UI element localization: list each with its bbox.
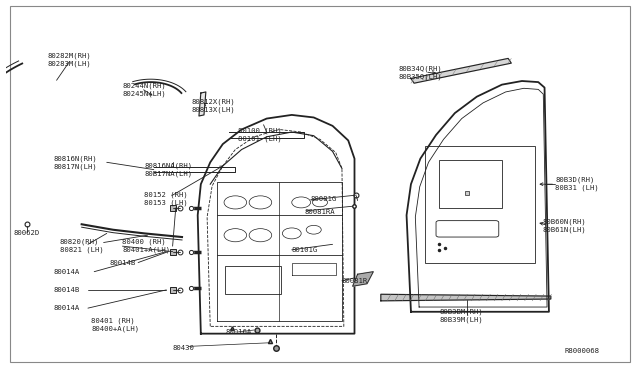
Text: 80081G: 80081G [310, 196, 337, 202]
Polygon shape [411, 58, 511, 83]
Bar [439, 160, 502, 208]
Text: 80B34Q(RH)
80B35Q(LH): 80B34Q(RH) 80B35Q(LH) [398, 66, 442, 80]
Text: 80062D: 80062D [14, 230, 40, 236]
Text: 80101G: 80101G [292, 247, 318, 253]
Text: 80B3D(RH)
80B31 (LH): 80B3D(RH) 80B31 (LH) [556, 177, 599, 192]
Text: 80812X(RH)
80813X(LH): 80812X(RH) 80813X(LH) [191, 99, 235, 113]
Text: 80100 (RH)
80101 (LH): 80100 (RH) 80101 (LH) [239, 128, 282, 142]
Text: 80282M(RH)
80283M(LH): 80282M(RH) 80283M(LH) [47, 53, 91, 67]
Text: 80820(RH)
80821 (LH): 80820(RH) 80821 (LH) [60, 239, 104, 253]
Text: 80244N(RH)
80245N(LH): 80244N(RH) 80245N(LH) [122, 82, 166, 97]
Text: 80081RA: 80081RA [305, 209, 335, 215]
Text: 80816N(RH)
80817N(LH): 80816N(RH) 80817N(LH) [54, 155, 97, 170]
Bar [225, 266, 281, 294]
Text: 80B3BM(RH)
80B39M(LH): 80B3BM(RH) 80B39M(LH) [439, 308, 483, 323]
Polygon shape [353, 272, 373, 286]
Text: 80401 (RH)
80400+A(LH): 80401 (RH) 80400+A(LH) [91, 317, 139, 332]
Text: 80430: 80430 [173, 345, 195, 351]
Text: 80B60N(RH)
80B61N(LH): 80B60N(RH) 80B61N(LH) [543, 219, 586, 233]
Text: 80014B: 80014B [110, 260, 136, 266]
Text: 80816NA(RH)
80B17NA(LH): 80816NA(RH) 80B17NA(LH) [145, 162, 193, 177]
Text: 80400 (RH)
80401+A(LH): 80400 (RH) 80401+A(LH) [122, 239, 170, 253]
Polygon shape [199, 92, 206, 116]
Text: 80016A: 80016A [226, 329, 252, 335]
Text: 80014A: 80014A [54, 305, 80, 311]
Bar [426, 146, 535, 263]
Polygon shape [381, 294, 551, 301]
Text: 80152 (RH)
80153 (LH): 80152 (RH) 80153 (LH) [145, 192, 188, 206]
Text: 80014B: 80014B [54, 287, 80, 293]
Text: R8000068: R8000068 [564, 348, 600, 354]
Text: 80014A: 80014A [54, 269, 80, 275]
Text: 80081R: 80081R [342, 278, 368, 284]
